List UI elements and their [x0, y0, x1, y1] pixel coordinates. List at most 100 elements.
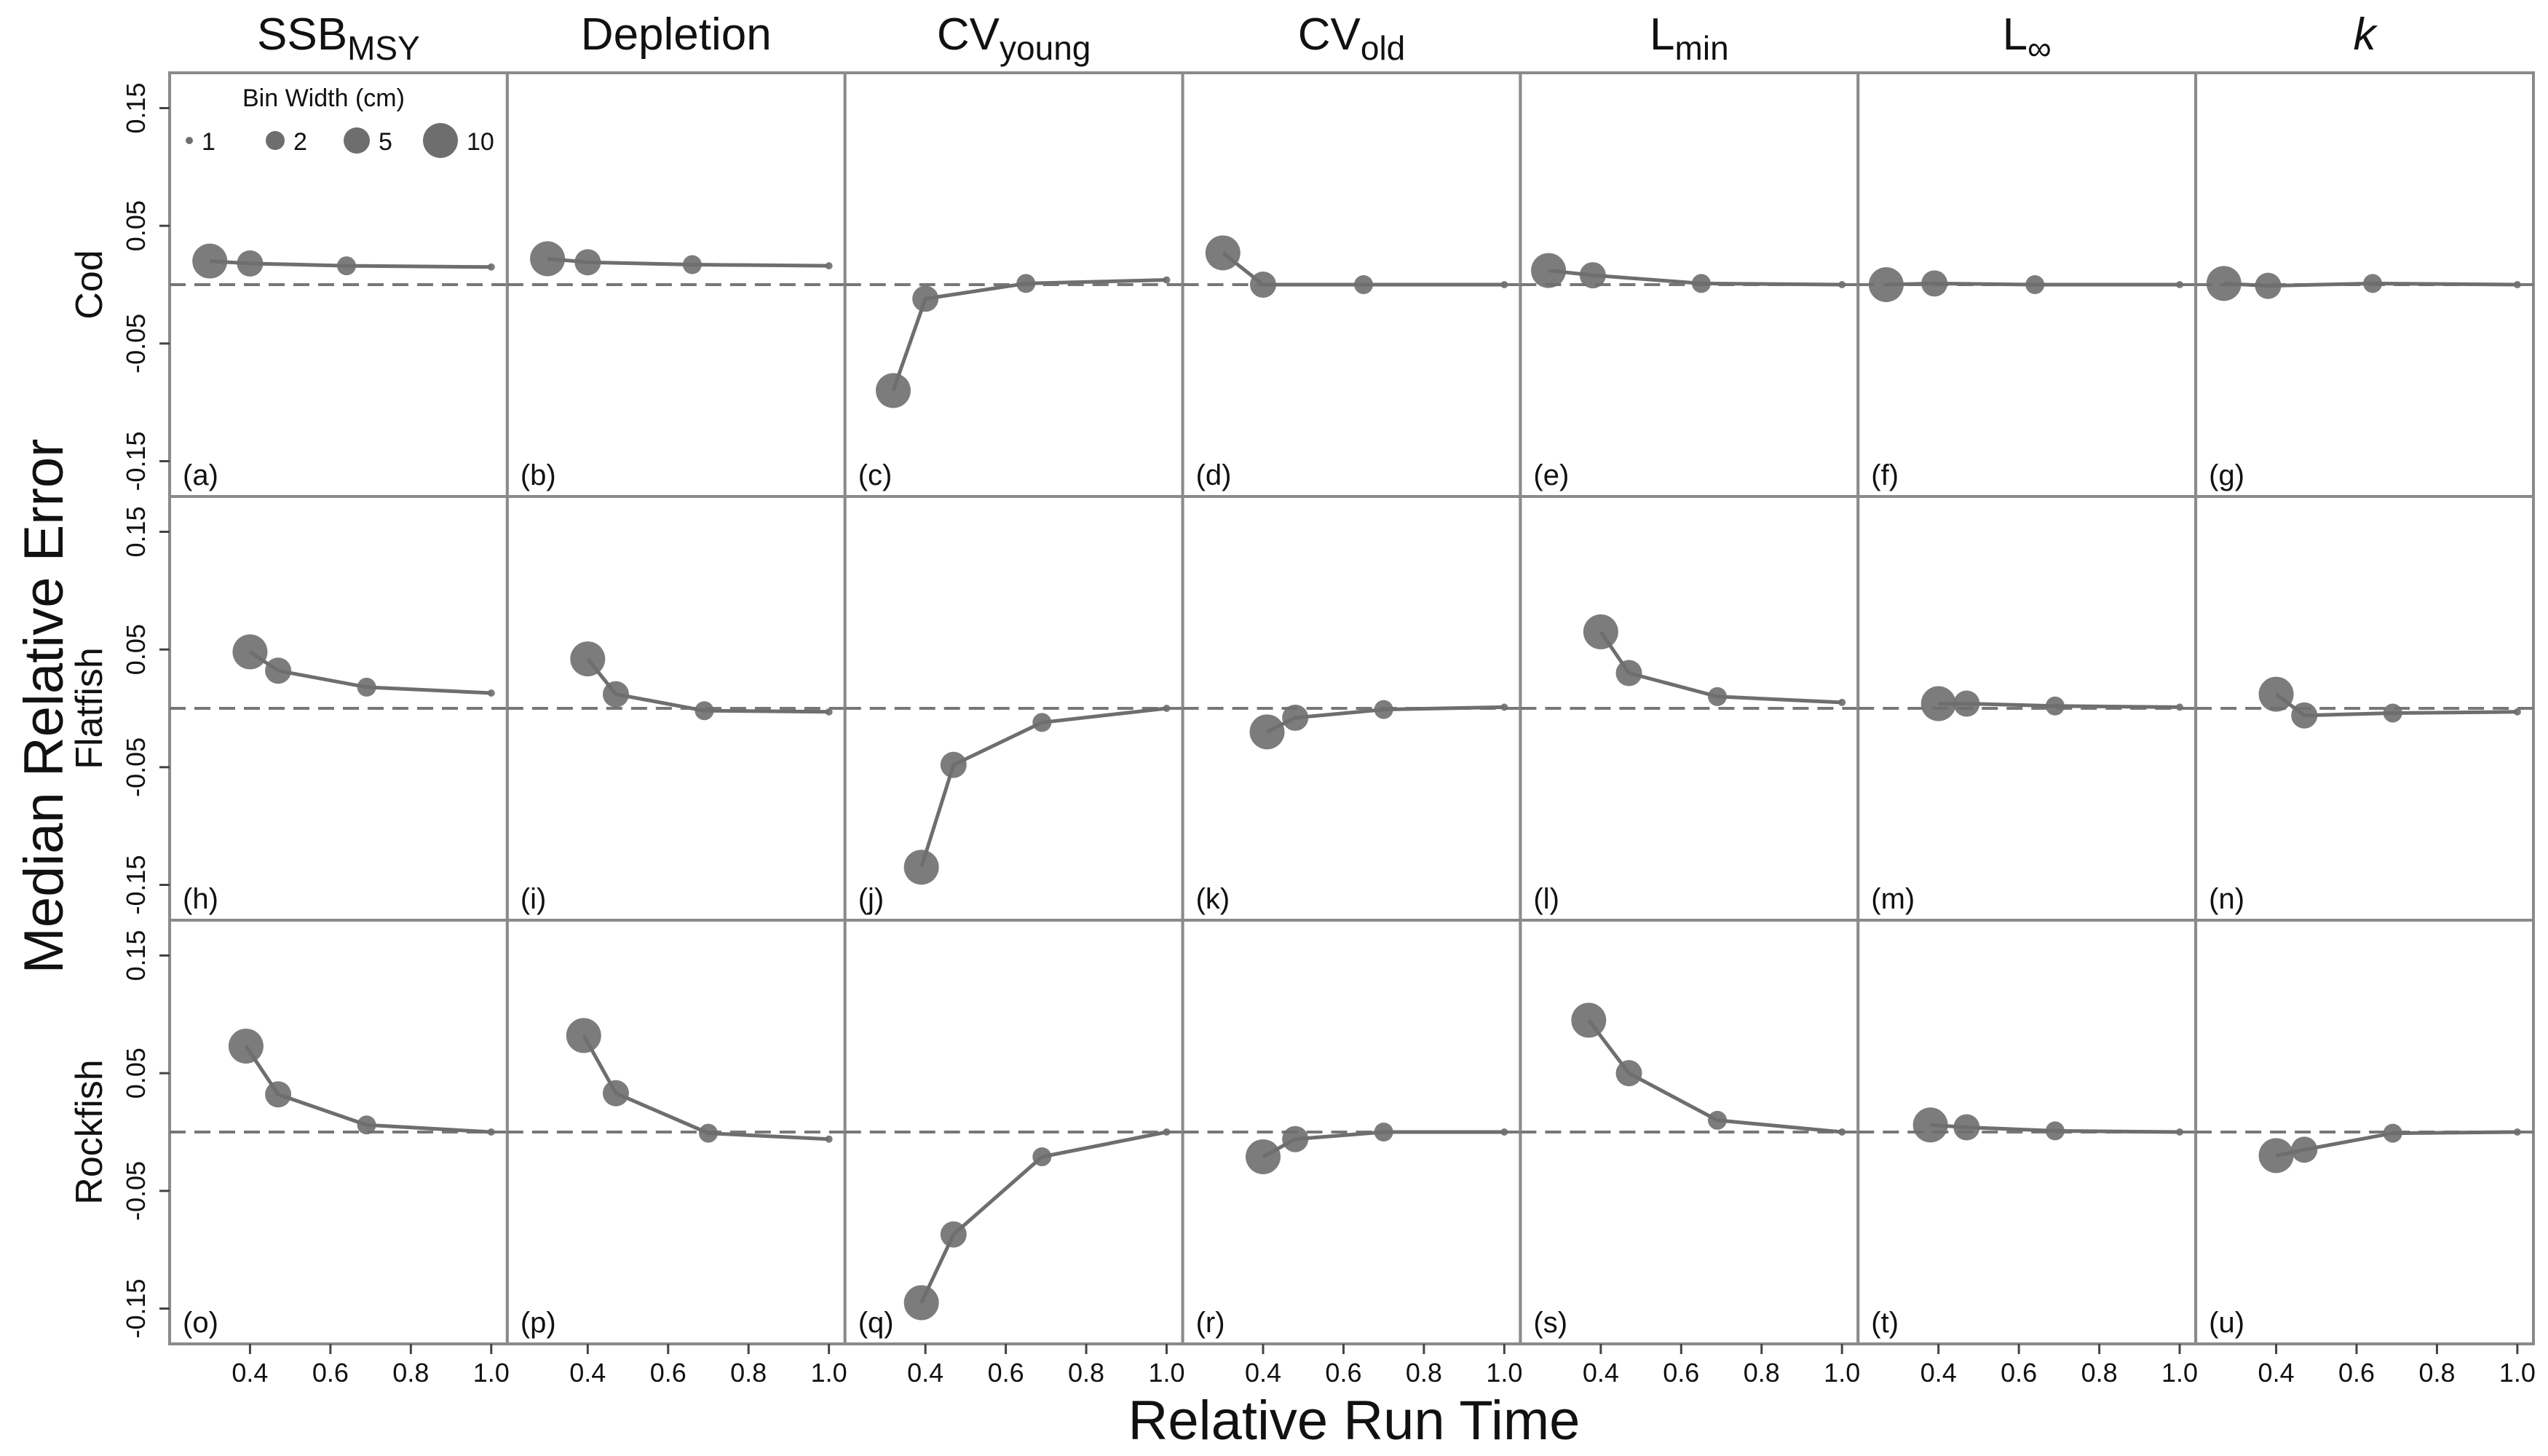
x-tick-label: 1.0: [473, 1358, 510, 1388]
axis-ticks: -0.15 -0.05 0.05 0.15 -0.15 -0.05 0.05 0.15 -0.1…: [121, 82, 2536, 1388]
data-point-bin-5: [602, 681, 629, 708]
series-line: [1548, 269, 1843, 287]
x-axis-title: Relative Run Time: [1128, 1390, 1580, 1452]
data-point-bin-1: [2513, 1128, 2521, 1136]
x-tick-label: 0.8: [730, 1358, 767, 1388]
panel-tag: (n): [2209, 883, 2244, 915]
legend-label: 1: [202, 128, 215, 156]
data-point-bin-5: [237, 250, 264, 277]
x-tick-label: 0.8: [2418, 1358, 2455, 1388]
data-point-bin-1: [1163, 705, 1171, 712]
data-point-bin-5: [1921, 270, 1948, 297]
data-point-bin-1: [1838, 1128, 1846, 1136]
data-point-bin-5: [2291, 1136, 2318, 1163]
column-title-main: CV: [1298, 9, 1361, 60]
column-title-subscript: old: [1361, 29, 1405, 67]
panel-tag: (q): [858, 1307, 894, 1339]
panel-rockfish-ssb: (o): [168, 919, 509, 1345]
data-point-bin-1: [1838, 698, 1846, 706]
panel-tag: (p): [521, 1307, 556, 1339]
x-tick-label: 0.4: [907, 1358, 943, 1388]
x-tick-label: 0.8: [1744, 1358, 1780, 1388]
data-point-bin-1: [2176, 703, 2184, 711]
panel-flatfish-ssb: (h): [168, 495, 509, 922]
y-tick-label: -0.05: [121, 1161, 151, 1221]
x-tick-label: 0.4: [1583, 1358, 1619, 1388]
panel-tag: (t): [1871, 1307, 1899, 1339]
data-point-bin-10: [1912, 1107, 1948, 1143]
panel-rockfish-depletion: (p): [505, 919, 847, 1345]
series-line: [919, 1130, 1167, 1304]
data-point-bin-10: [2258, 676, 2294, 712]
data-point-bin-1: [2513, 281, 2521, 288]
row-label-rockfish: Rockfish: [68, 1059, 111, 1204]
x-tick-label: 1.0: [811, 1358, 847, 1388]
y-tick-label: 0.15: [121, 506, 151, 557]
legend-point-bin-5: [344, 127, 370, 154]
column-title-cv_young: CVyoung: [937, 9, 1091, 67]
data-point-bin-2: [2363, 274, 2383, 293]
data-point-bin-2: [682, 255, 702, 274]
y-tick-label: -0.15: [121, 855, 151, 914]
data-point-bin-10: [2206, 266, 2242, 301]
column-title-main: CV: [937, 9, 1000, 60]
data-point-bin-5: [1953, 690, 1980, 717]
x-tick-label: 0.8: [392, 1358, 429, 1388]
panel-tag: (g): [2209, 459, 2244, 491]
x-tick-label: 0.6: [988, 1358, 1024, 1388]
data-point-bin-10: [1583, 614, 1618, 649]
data-point-bin-10: [1571, 1002, 1607, 1038]
x-tick-label: 0.4: [1920, 1358, 1957, 1388]
panel-rockfish-cv_old: (r): [1181, 919, 1522, 1345]
data-point-bin-10: [530, 241, 566, 277]
data-point-bin-5: [912, 285, 939, 312]
panel-tag: (e): [1533, 459, 1569, 491]
data-point-bin-2: [2045, 1121, 2065, 1141]
data-point-bin-5: [602, 1080, 629, 1107]
panel-flatfish-k: (n): [2194, 495, 2535, 922]
data-point-bin-2: [1032, 713, 1052, 732]
data-point-bin-5: [265, 657, 292, 684]
data-point-bin-5: [574, 249, 601, 276]
column-titles: SSBMSY Depletion CVyoung CVold Lmin L∞ k: [257, 9, 2378, 67]
data-point-bin-5: [1250, 272, 1277, 298]
x-tick-label: 1.0: [1148, 1358, 1184, 1388]
panel-tag: (c): [858, 459, 893, 491]
y-tick-label: 0.05: [121, 1048, 151, 1099]
y-tick-label: 0.05: [121, 200, 151, 251]
x-tick-label: 0.6: [1663, 1358, 1699, 1388]
x-tick-label: 1.0: [2499, 1358, 2536, 1388]
data-point-bin-2: [1374, 1123, 1393, 1142]
data-point-bin-2: [1032, 1147, 1052, 1166]
column-title-subscript: min: [1675, 29, 1729, 67]
panel-tag: (o): [183, 1307, 218, 1339]
data-point-bin-2: [2025, 275, 2045, 294]
data-point-bin-10: [2258, 1138, 2294, 1174]
panel-cod-depletion: (b): [505, 71, 847, 498]
panel-flatfish-cv_young: (j): [843, 495, 1184, 922]
data-point-bin-1: [1163, 1128, 1171, 1136]
data-point-bin-10: [903, 1285, 939, 1321]
legend-point-bin-10: [423, 123, 458, 158]
data-point-bin-2: [2383, 703, 2402, 723]
data-point-bin-2: [2383, 1123, 2402, 1143]
row-label-cod: Cod: [68, 250, 111, 319]
row-label-flatfish: Flatfish: [68, 647, 111, 769]
data-point-bin-1: [487, 263, 495, 271]
column-title-ssb: SSBMSY: [257, 9, 420, 67]
data-point-bin-10: [192, 243, 228, 279]
column-title-main: k: [2354, 9, 2378, 60]
panel-cod-cv_old: (d): [1181, 71, 1522, 498]
panel-rockfish-cv_young: (q): [843, 919, 1184, 1345]
column-title-main: L: [2003, 9, 2027, 60]
panel-rockfish-lmin: (s): [1519, 919, 1860, 1345]
y-tick-label: 0.05: [121, 624, 151, 675]
data-point-bin-1: [1500, 1128, 1508, 1136]
data-point-bin-10: [1920, 686, 1956, 721]
x-tick-label: 0.6: [2338, 1358, 2375, 1388]
data-point-bin-2: [695, 701, 714, 721]
data-point-bin-5: [1953, 1114, 1980, 1141]
data-point-bin-2: [357, 1115, 376, 1135]
legend-label: 2: [293, 128, 307, 156]
panel-cod-k: (g): [2194, 71, 2535, 498]
